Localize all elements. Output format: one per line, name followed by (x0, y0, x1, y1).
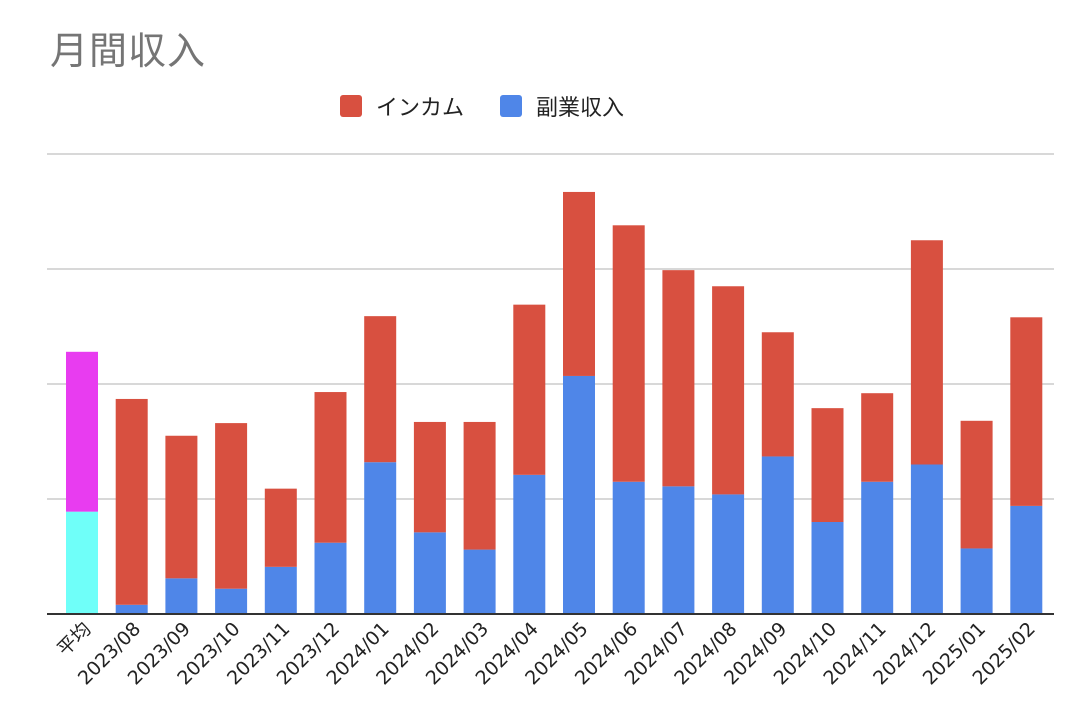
legend-item-side-income[interactable]: 副業収入 (500, 90, 624, 122)
bar-side-income-5[interactable] (314, 542, 347, 614)
bar-income-19[interactable] (1010, 317, 1043, 506)
bar-side-income-8[interactable] (463, 549, 496, 614)
bar-income-13[interactable] (712, 286, 745, 495)
bar-income-1[interactable] (115, 398, 148, 605)
bar-income-15[interactable] (811, 408, 844, 522)
bar-side-income-6[interactable] (364, 462, 397, 614)
legend-label-income: インカム (376, 96, 465, 121)
bar-side-income-16[interactable] (861, 481, 894, 614)
bar-income-16[interactable] (861, 393, 894, 482)
legend-swatch-side-income (500, 95, 523, 117)
bar-income-0[interactable] (66, 351, 98, 512)
bar-side-income-7[interactable] (413, 532, 446, 614)
bar-side-income-18[interactable] (960, 548, 993, 614)
bar-income-5[interactable] (314, 392, 347, 543)
bar-income-7[interactable] (413, 421, 446, 533)
bar-side-income-3[interactable] (215, 588, 248, 614)
chart-title: 月間収入 (50, 29, 207, 73)
bar-income-14[interactable] (761, 332, 794, 457)
bar-side-income-4[interactable] (264, 566, 297, 614)
bar-side-income-10[interactable] (563, 375, 595, 614)
legend-label-side-income: 副業収入 (536, 96, 625, 121)
bar-income-8[interactable] (463, 421, 496, 550)
bar-side-income-13[interactable] (712, 494, 745, 614)
bar-side-income-15[interactable] (811, 522, 844, 614)
bar-income-12[interactable] (662, 270, 695, 487)
bar-income-6[interactable] (364, 316, 397, 463)
legend-swatch-income (340, 95, 362, 117)
legend: インカム 副業収入 (340, 90, 624, 122)
bar-side-income-0[interactable] (66, 511, 98, 614)
bar-side-income-17[interactable] (910, 464, 943, 615)
bar-income-4[interactable] (264, 488, 297, 567)
bar-side-income-1[interactable] (115, 604, 148, 614)
bar-income-18[interactable] (960, 420, 993, 549)
bar-income-11[interactable] (612, 225, 645, 482)
bar-side-income-19[interactable] (1010, 505, 1043, 614)
x-tick-label-0: 平均 (53, 618, 95, 660)
bar-income-3[interactable] (215, 423, 248, 589)
bar-side-income-9[interactable] (513, 474, 546, 614)
bar-side-income-11[interactable] (612, 481, 645, 614)
bar-income-9[interactable] (513, 304, 546, 475)
bar-income-17[interactable] (910, 240, 943, 465)
bar-income-10[interactable] (563, 191, 595, 376)
legend-item-income[interactable]: インカム (340, 90, 464, 122)
bar-side-income-2[interactable] (165, 578, 198, 614)
bar-side-income-14[interactable] (761, 456, 794, 614)
bar-income-2[interactable] (165, 435, 198, 579)
bar-side-income-12[interactable] (662, 486, 695, 614)
